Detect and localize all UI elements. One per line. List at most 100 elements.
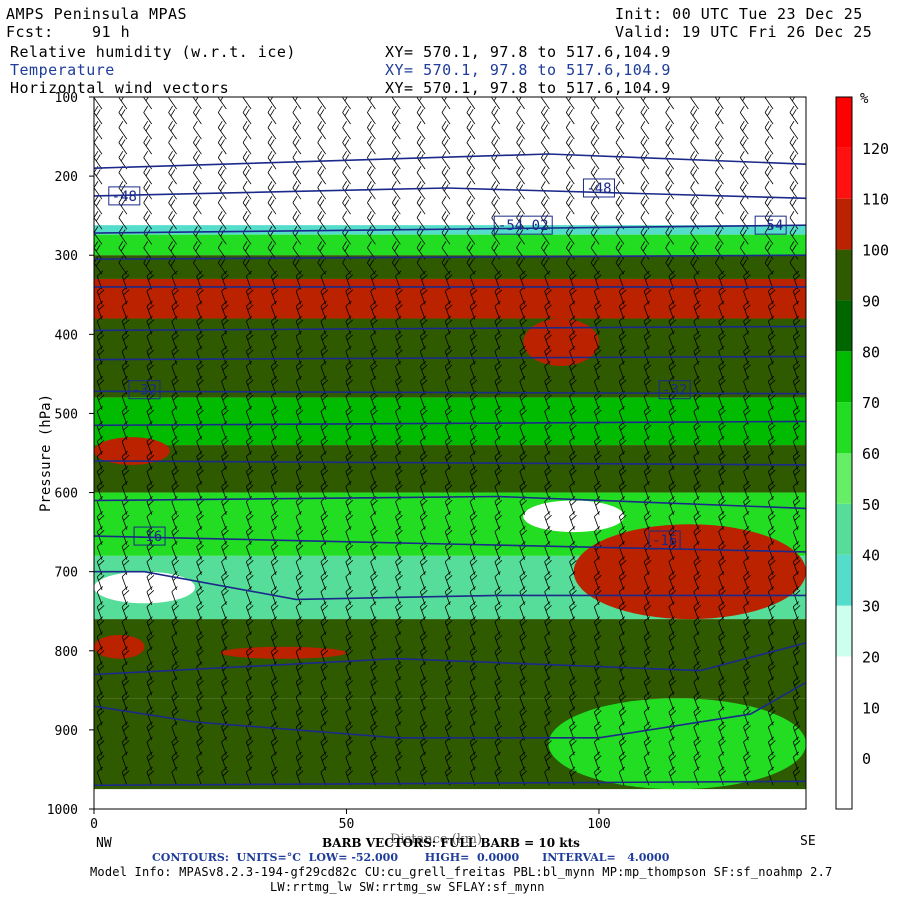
wind-barb xyxy=(516,105,525,125)
barb-flag xyxy=(121,300,128,307)
wind-barb xyxy=(640,241,650,260)
barb-staff xyxy=(193,97,202,110)
barb-flag xyxy=(570,319,577,326)
barb-flag xyxy=(143,105,149,113)
barb-flag xyxy=(717,97,723,102)
barb-flag xyxy=(743,315,750,322)
barb-flag xyxy=(593,139,598,147)
barb-flag xyxy=(443,169,449,177)
barb-staff xyxy=(391,142,401,155)
barb-staff xyxy=(242,232,252,245)
barb-staff xyxy=(317,127,327,140)
barb-staff xyxy=(217,172,227,185)
wind-barb xyxy=(217,105,227,125)
barb-flag xyxy=(172,349,180,356)
barb-flag xyxy=(446,274,453,281)
barb-flag xyxy=(369,139,375,147)
barb-flag xyxy=(594,390,601,397)
barb-flag xyxy=(172,289,180,296)
barb-flag xyxy=(792,315,800,322)
barb-flag xyxy=(769,289,776,296)
barb-flag xyxy=(96,435,104,442)
wind-barb xyxy=(541,181,550,200)
barb-flag xyxy=(269,109,275,117)
barb-staff xyxy=(516,142,525,155)
barb-flag xyxy=(789,211,795,218)
barb-flag xyxy=(739,181,745,188)
wind-barb xyxy=(193,196,202,215)
barb-flag xyxy=(494,375,501,382)
barb-staff xyxy=(739,217,749,230)
barb-flag xyxy=(520,364,528,371)
barb-flag xyxy=(391,181,397,188)
barb-flag xyxy=(717,199,723,207)
barb-flag xyxy=(168,256,173,264)
barb-flag xyxy=(667,97,673,102)
barb-flag xyxy=(168,120,173,128)
barb-flag xyxy=(719,274,726,281)
barb-flag xyxy=(441,165,447,173)
wind-barb xyxy=(367,97,376,110)
barb-staff xyxy=(242,142,252,155)
wind-barb xyxy=(367,211,376,230)
barb-flag xyxy=(342,241,347,249)
barb-flag xyxy=(292,150,298,158)
barb-flag xyxy=(391,241,397,249)
barb-flag xyxy=(469,345,476,352)
barb-flag xyxy=(468,214,474,222)
barb-staff xyxy=(466,112,476,125)
wind-barb xyxy=(416,211,426,230)
barb-flag xyxy=(367,120,372,128)
barb-flag xyxy=(345,405,352,412)
barb-staff xyxy=(292,172,302,185)
barb-flag xyxy=(466,165,472,173)
wind-barb xyxy=(491,105,501,125)
barb-flag xyxy=(292,181,298,188)
barb-staff xyxy=(789,142,799,155)
barb-flag xyxy=(496,334,503,341)
barb-flag xyxy=(466,196,472,203)
barb-flag xyxy=(645,289,652,296)
barb-flag xyxy=(739,120,745,128)
barb-flag xyxy=(718,315,725,322)
barb-staff xyxy=(118,112,128,125)
wind-barb xyxy=(590,97,600,110)
barb-flag xyxy=(491,226,497,234)
rh-band xyxy=(94,619,806,699)
wind-barb xyxy=(764,135,774,155)
barb-flag xyxy=(220,259,225,267)
barb-flag xyxy=(670,274,677,281)
barb-flag xyxy=(493,97,499,102)
barb-flag xyxy=(620,424,627,431)
barb-flag xyxy=(369,259,375,267)
wind-barb xyxy=(94,105,103,125)
barb-flag xyxy=(667,229,673,237)
barb-staff xyxy=(267,127,277,140)
barb-staff xyxy=(143,232,153,245)
barb-flag xyxy=(395,345,402,352)
barb-flag xyxy=(391,196,397,203)
barb-flag xyxy=(764,120,770,128)
colorbar-swatch xyxy=(836,554,852,606)
barb-flag xyxy=(692,109,698,117)
barb-flag xyxy=(518,169,524,177)
barb-flag xyxy=(197,364,204,371)
barb-staff xyxy=(193,157,202,170)
barb-flag xyxy=(292,105,298,113)
barb-flag xyxy=(717,109,723,117)
barb-flag xyxy=(590,165,596,173)
barb-flag xyxy=(292,226,298,234)
barb-flag xyxy=(516,196,521,203)
barb-flag xyxy=(120,154,126,162)
barb-flag xyxy=(170,214,176,222)
barb-flag xyxy=(516,181,521,188)
barb-flag xyxy=(739,150,745,158)
barb-flag xyxy=(743,345,750,352)
barb-flag xyxy=(618,360,626,367)
barb-flag xyxy=(146,315,153,322)
barb-flag xyxy=(242,181,248,188)
wind-barb xyxy=(615,120,625,140)
barb-staff xyxy=(789,217,799,230)
barb-flag xyxy=(665,150,671,158)
barb-flag xyxy=(717,229,723,237)
